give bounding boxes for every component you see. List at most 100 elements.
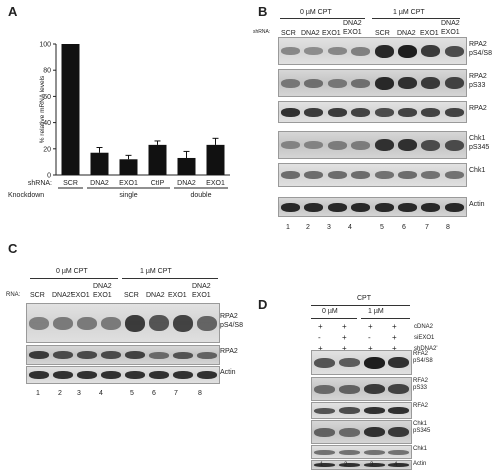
d-row1-band bbox=[364, 357, 385, 369]
d-row5-band bbox=[314, 450, 335, 455]
c-cpt-0-bar bbox=[30, 278, 118, 279]
b-row6-band bbox=[445, 203, 464, 212]
d-row5-band bbox=[364, 450, 385, 455]
c-row2-band bbox=[77, 351, 97, 359]
panel-b-label: B bbox=[258, 4, 268, 19]
d-row-label-1: RFA2 bbox=[413, 351, 429, 357]
c-lane-label-3: EXO1 bbox=[71, 292, 90, 299]
d-row3-blot bbox=[311, 402, 412, 419]
c-lane-number: 3 bbox=[77, 390, 81, 397]
b-row6-band bbox=[351, 203, 370, 212]
b-row3-band bbox=[445, 108, 464, 117]
b-lane-number: 8 bbox=[446, 224, 450, 231]
d-row5-band bbox=[339, 450, 360, 455]
c-lane-label-1: SCR bbox=[30, 292, 45, 299]
c-lane-number: 6 bbox=[152, 390, 156, 397]
d-sign: + bbox=[342, 344, 347, 353]
panel-a-label: A bbox=[8, 4, 18, 19]
cpt-0-bar bbox=[280, 18, 365, 19]
c-lane-number: 4 bbox=[99, 390, 103, 397]
d-row3-band bbox=[339, 407, 360, 414]
b-lane-number: 1 bbox=[286, 224, 290, 231]
c-row3-band bbox=[125, 371, 145, 379]
b-row2-band bbox=[398, 77, 417, 89]
c-row1-band bbox=[173, 315, 193, 332]
cpt-1-bar bbox=[372, 18, 460, 19]
lane-label-2: DNA2 bbox=[301, 30, 320, 37]
d-sign: + bbox=[318, 344, 323, 353]
b-row5-band bbox=[375, 171, 394, 179]
shrna-label: shRNA: bbox=[253, 29, 271, 35]
b-row4-band bbox=[421, 140, 440, 151]
d-row-label-1: pS4/S8 bbox=[413, 358, 433, 364]
b-row2-band bbox=[445, 77, 464, 89]
c-row1-band bbox=[77, 317, 97, 330]
d-row1-band bbox=[314, 358, 335, 368]
lane-label-8: EXO1 bbox=[441, 29, 460, 36]
d-row4-band bbox=[364, 427, 385, 437]
b-row2-band bbox=[375, 77, 394, 90]
d-cpt-0-label: 0 µM bbox=[322, 308, 338, 315]
c-row2-band bbox=[197, 352, 217, 359]
c-row2-band bbox=[149, 352, 169, 359]
bar-chart: 0 20 40 60 80 100 % relative mRNA levels SCR DNA… bbox=[8, 42, 230, 199]
d-row-label-2: RFA2 bbox=[413, 378, 429, 384]
b-row2-band bbox=[328, 79, 347, 88]
b-row1-band bbox=[421, 45, 440, 57]
b-row4-band bbox=[351, 141, 370, 150]
b-row6-band bbox=[328, 203, 347, 212]
b-row3-band bbox=[421, 108, 440, 117]
c-row2-band bbox=[125, 351, 145, 359]
d-treatment-label-1: cDNA2 bbox=[414, 324, 434, 330]
c-row2-band bbox=[101, 351, 121, 359]
b-row2-blot bbox=[278, 69, 467, 97]
b-row2-band bbox=[421, 77, 440, 89]
b-row6-band bbox=[421, 203, 440, 212]
b-row6-band bbox=[281, 203, 300, 212]
c-lane-number: 2 bbox=[58, 390, 62, 397]
d-row6-band bbox=[364, 463, 385, 467]
shrna-label: shRNA: bbox=[28, 180, 52, 187]
b-row3-band bbox=[375, 108, 394, 117]
c-cpt-1-bar bbox=[122, 278, 218, 279]
d-sign: + bbox=[342, 333, 347, 342]
bar bbox=[177, 157, 196, 175]
c-row3-band bbox=[53, 371, 73, 379]
b-row5-band bbox=[445, 171, 464, 179]
category-label: EXO1 bbox=[119, 180, 138, 187]
d-row1-blot bbox=[311, 350, 412, 375]
b-row4-band bbox=[328, 141, 347, 150]
b-row3-band bbox=[398, 108, 417, 117]
b-row2-band bbox=[281, 79, 300, 88]
b-row4-band bbox=[445, 140, 464, 151]
d-row1-band bbox=[339, 358, 360, 367]
bar bbox=[148, 144, 167, 175]
d-cpt-1-label: 1 µM bbox=[368, 308, 384, 315]
c-row3-band bbox=[101, 371, 121, 379]
c-row1-band bbox=[101, 317, 121, 330]
b-row-label-2: RPA2 bbox=[469, 73, 487, 80]
b-row-label-3: RPA2 bbox=[469, 105, 487, 112]
b-row1-band bbox=[398, 45, 417, 58]
c-row2-band bbox=[53, 351, 73, 359]
b-lane-number: 5 bbox=[380, 224, 384, 231]
b-row5-band bbox=[398, 171, 417, 179]
d-row-label-6: Actin bbox=[413, 461, 427, 467]
group-double: double bbox=[190, 192, 211, 199]
d-sign: + bbox=[368, 322, 373, 331]
b-row4-blot bbox=[278, 131, 467, 159]
lane-label-5: SCR bbox=[375, 30, 390, 37]
d-row5-band bbox=[388, 450, 409, 455]
c-row3-band bbox=[173, 371, 193, 379]
c-lane-label-8: DNA2 bbox=[192, 283, 211, 290]
c-lane-label-2: DNA2' bbox=[52, 292, 73, 299]
d-treatment-label-3: shDNA2' bbox=[414, 346, 438, 352]
d-cpt-0-bar bbox=[311, 318, 357, 319]
c-row1-band bbox=[53, 317, 73, 330]
c-row2-band bbox=[29, 351, 49, 359]
category-label: SCR bbox=[63, 180, 78, 187]
b-row5-band bbox=[304, 171, 323, 179]
bar bbox=[119, 159, 138, 175]
b-row-label-1: RPA2 bbox=[469, 41, 487, 48]
